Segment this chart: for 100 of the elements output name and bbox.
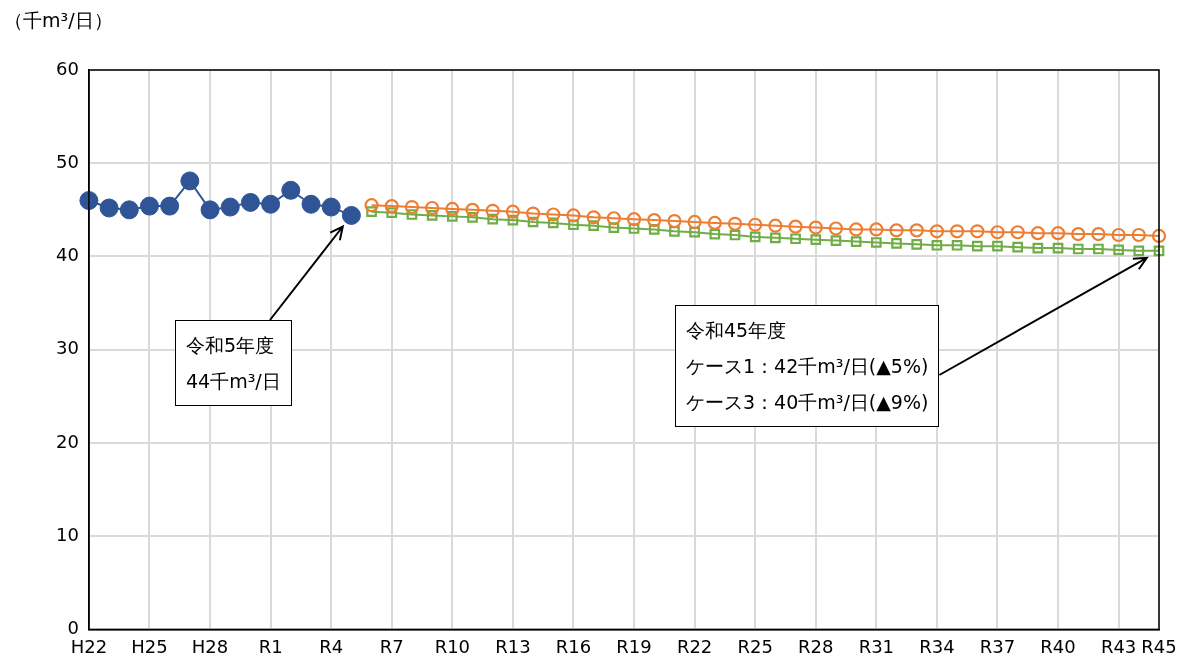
point: [770, 232, 781, 244]
point: [608, 222, 620, 233]
y-axis-title: （千m³/日）: [4, 8, 113, 33]
x-tick-label: R43: [1100, 635, 1137, 657]
point: [426, 210, 438, 221]
annotation: 令和5年度: [186, 333, 276, 358]
point: [526, 206, 541, 221]
point: [870, 237, 882, 248]
point: [445, 201, 460, 217]
x-tick-label: R31: [858, 635, 895, 657]
y-tick-label: 20: [56, 430, 79, 452]
x-tick-label: R1: [258, 635, 283, 657]
point: [790, 233, 801, 245]
point: [1050, 226, 1066, 241]
point: [749, 231, 761, 243]
point: [406, 209, 418, 220]
point: [808, 220, 823, 235]
point: [667, 213, 682, 229]
point: [1091, 226, 1106, 242]
point: [386, 207, 398, 218]
point: [1113, 244, 1124, 256]
point: [1133, 245, 1145, 257]
point: [568, 219, 579, 231]
point: [547, 217, 559, 229]
point: [1052, 242, 1064, 254]
x-tick-label: R19: [616, 635, 652, 657]
annotation: 44千m³/日: [186, 369, 281, 395]
point: [970, 224, 985, 239]
point: [139, 196, 159, 216]
point: [748, 217, 763, 232]
point: [909, 223, 924, 238]
point: [931, 239, 943, 251]
point: [364, 198, 379, 213]
point: [911, 239, 923, 250]
annotation: ケース3：40千m³/日(▲9%): [686, 390, 929, 416]
x-tick-label: R45: [1141, 635, 1177, 657]
point: [467, 211, 478, 223]
y-tick-label: 50: [56, 150, 79, 172]
point: [990, 225, 1005, 240]
point: [301, 194, 321, 214]
point: [586, 210, 601, 225]
point: [849, 222, 864, 237]
x-tick-label: R16: [555, 635, 592, 657]
y-tick-label: 60: [56, 57, 79, 79]
point: [647, 213, 662, 228]
x-tick-label: R25: [737, 635, 773, 657]
point: [505, 204, 520, 219]
point: [261, 194, 281, 214]
point: [1151, 228, 1167, 244]
point: [1071, 226, 1086, 242]
annotation: ケース1：42千m³/日(▲5%): [686, 354, 929, 380]
point: [1030, 226, 1045, 241]
point: [891, 238, 902, 249]
point: [425, 200, 440, 216]
point: [99, 198, 119, 218]
point: [119, 200, 139, 220]
point: [729, 229, 741, 241]
point: [366, 206, 377, 218]
point: [869, 222, 884, 237]
point: [281, 180, 301, 200]
point: [220, 197, 240, 217]
point: [971, 240, 983, 252]
annotation: 令和45年度: [686, 318, 788, 343]
point: [1153, 245, 1165, 257]
point: [485, 203, 500, 218]
point: [527, 216, 539, 228]
point: [727, 216, 743, 231]
point: [929, 224, 945, 239]
point: [240, 192, 260, 212]
point: [1012, 241, 1024, 253]
point: [810, 234, 822, 246]
point: [446, 211, 458, 222]
point: [1111, 227, 1126, 243]
point: [828, 221, 844, 236]
point: [626, 212, 642, 227]
x-tick-label: H25: [131, 635, 168, 657]
point: [850, 236, 862, 247]
x-tick-label: R28: [798, 635, 834, 657]
point: [992, 240, 1003, 252]
point: [709, 228, 721, 240]
point: [889, 223, 904, 238]
point: [768, 218, 783, 233]
x-tick-label: R10: [434, 635, 471, 657]
point: [404, 199, 420, 215]
x-tick-label: R37: [979, 635, 1016, 657]
point: [1093, 243, 1104, 255]
point: [628, 223, 640, 234]
point: [546, 207, 561, 222]
point: [160, 196, 180, 216]
x-tick-label: R4: [319, 635, 344, 657]
point: [830, 235, 842, 246]
x-tick-label: R22: [676, 635, 713, 657]
x-tick-label: R40: [1040, 635, 1076, 657]
point: [321, 197, 341, 217]
point: [180, 171, 200, 191]
point: [1010, 225, 1025, 240]
point: [1072, 243, 1084, 255]
point: [606, 211, 621, 226]
x-tick-label: R34: [919, 635, 955, 657]
x-tick-label: R13: [495, 635, 531, 657]
